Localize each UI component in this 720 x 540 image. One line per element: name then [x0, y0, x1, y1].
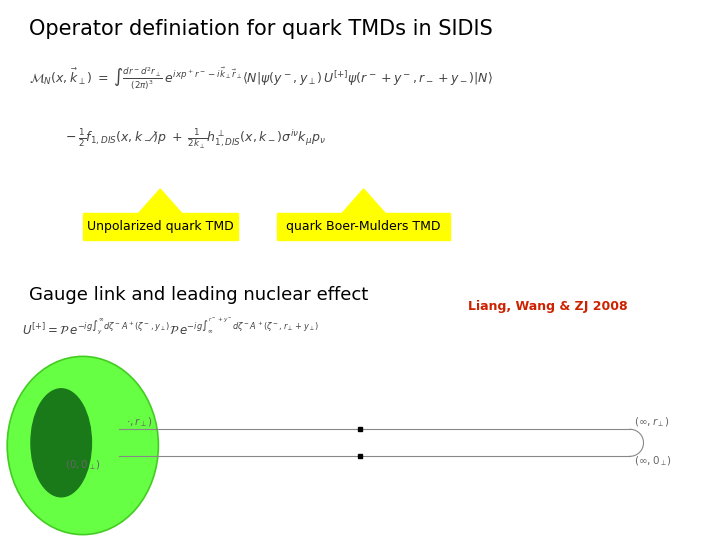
Polygon shape: [138, 189, 181, 213]
Polygon shape: [342, 189, 385, 213]
Text: $\mathcal{M}_N(x, \vec{k}_\perp) \;=\; \int \frac{dr^-d^2r_\perp}{(2\pi)^3}\,e^{: $\mathcal{M}_N(x, \vec{k}_\perp) \;=\; \…: [29, 65, 492, 92]
Text: $(\infty, r_\perp)$: $(\infty, r_\perp)$: [634, 415, 669, 429]
Ellipse shape: [7, 356, 158, 535]
FancyBboxPatch shape: [277, 213, 450, 240]
Text: $(0, 0_\perp)$: $(0, 0_\perp)$: [65, 458, 101, 472]
FancyBboxPatch shape: [83, 213, 238, 240]
Text: $\cdot, r_\perp)$: $\cdot, r_\perp)$: [126, 415, 152, 429]
Text: Operator definiation for quark TMDs in SIDIS: Operator definiation for quark TMDs in S…: [29, 19, 492, 39]
Ellipse shape: [31, 389, 91, 497]
Text: $-\;\frac{1}{2}f_{1,DIS}(x,k_-)\not{p}\;+\;\frac{1}{2k_\perp}h_{1,DIS}^{\perp}(x: $-\;\frac{1}{2}f_{1,DIS}(x,k_-)\not{p}\;…: [65, 129, 325, 152]
Text: $U^{[+]} = \mathcal{P}\,e^{-ig\int_y^\infty d\zeta^- A^+(\zeta^-,y_\perp)}\mathc: $U^{[+]} = \mathcal{P}\,e^{-ig\int_y^\in…: [22, 316, 318, 337]
Text: Gauge link and leading nuclear effect: Gauge link and leading nuclear effect: [29, 286, 368, 304]
Text: Liang, Wang & ZJ 2008: Liang, Wang & ZJ 2008: [468, 300, 628, 313]
Text: Unpolarized quark TMD: Unpolarized quark TMD: [87, 220, 233, 233]
Text: quark Boer-Mulders TMD: quark Boer-Mulders TMD: [287, 220, 441, 233]
Text: $(\infty, 0_\perp)$: $(\infty, 0_\perp)$: [634, 455, 672, 469]
